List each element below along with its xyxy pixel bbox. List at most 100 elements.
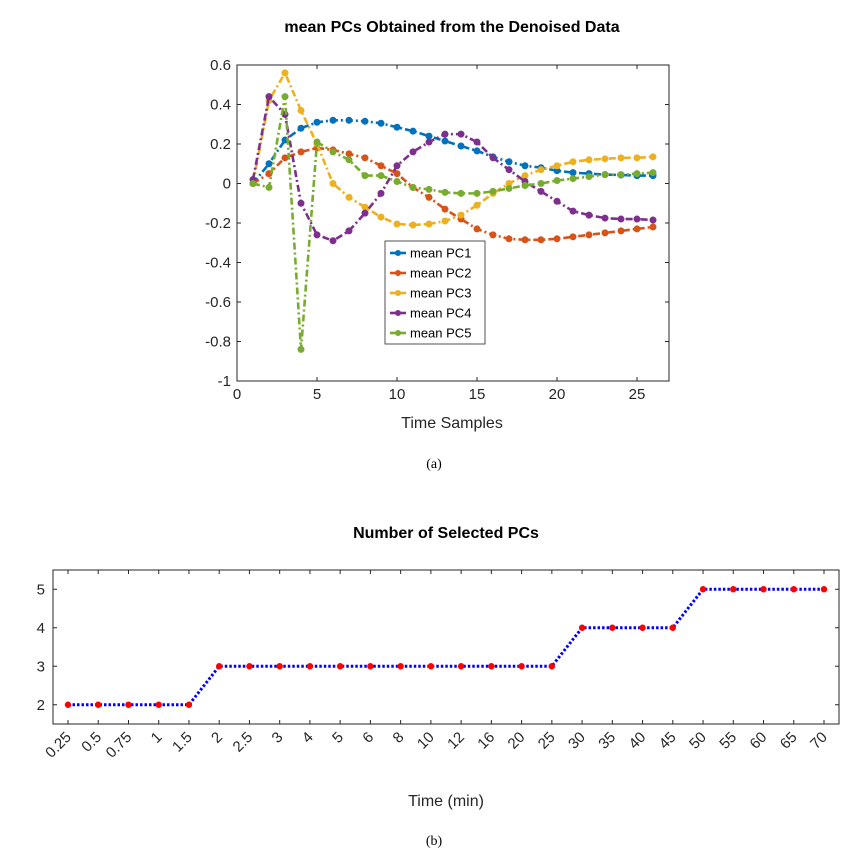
data-point (297, 345, 305, 353)
data-point (569, 233, 577, 241)
data-point (441, 130, 449, 138)
data-point (361, 154, 369, 162)
data-point (306, 663, 314, 670)
chart-b-title: Number of Selected PCs (353, 525, 539, 542)
chart-a-series-group (249, 69, 657, 353)
data-point (669, 624, 676, 631)
legend-marker (395, 310, 401, 316)
x-tick-label: 60 (747, 729, 771, 753)
data-point (409, 183, 417, 191)
data-point (441, 205, 449, 213)
chart-b-xlabel: Time (min) (408, 793, 484, 810)
data-point (393, 162, 401, 170)
data-point (361, 117, 369, 125)
y-tick-label: 5 (37, 581, 45, 598)
data-point (297, 148, 305, 156)
data-point (601, 229, 609, 237)
data-point (457, 130, 465, 138)
x-tick-label: 12 (444, 729, 468, 753)
x-tick-label: 30 (565, 729, 589, 753)
x-tick-label: 20 (549, 386, 566, 403)
data-point (377, 162, 385, 170)
data-point (553, 197, 561, 205)
data-point (585, 173, 593, 181)
chart-a: mean PCs Obtained from the Denoised Data… (205, 19, 670, 472)
chart-a-legend: mean PC1 mean PC2 mean PC3 mean PC4 mean PC5 (384, 240, 486, 345)
y-tick-label: 0 (223, 176, 231, 193)
data-point (639, 624, 646, 631)
data-point (265, 183, 273, 191)
x-tick-label: 65 (777, 729, 801, 753)
chart-a-caption: (a) (426, 457, 442, 472)
data-point (585, 211, 593, 219)
data-point (505, 235, 513, 243)
legend-label: mean PC1 (410, 246, 471, 261)
x-tick-label: 70 (807, 729, 831, 753)
x-tick-label: 20 (505, 729, 529, 753)
data-point (216, 663, 223, 670)
data-point (441, 188, 449, 196)
y-tick-label: 0.2 (210, 136, 231, 153)
data-point (649, 153, 657, 161)
data-point (427, 663, 435, 670)
data-point (281, 93, 289, 101)
data-point (553, 162, 561, 170)
data-point (393, 170, 401, 178)
x-tick-label: 45 (656, 729, 680, 753)
data-point (329, 180, 337, 187)
data-point (125, 701, 132, 708)
data-point (617, 227, 625, 235)
data-point (489, 231, 497, 239)
legend-label: mean PC5 (410, 326, 471, 341)
data-point (617, 215, 625, 223)
chart-a-xlabel: Time Samples (401, 415, 503, 432)
data-point (537, 180, 545, 187)
data-point (457, 189, 465, 197)
x-tick-label: 0.5 (78, 729, 105, 756)
x-tick-label: 15 (469, 386, 486, 403)
x-tick-label: 25 (629, 386, 646, 403)
data-point (505, 184, 513, 192)
x-tick-label: 25 (535, 729, 559, 753)
data-point (297, 106, 305, 114)
x-tick-label: 4 (299, 729, 317, 747)
data-point (537, 166, 545, 174)
x-tick-label: 8 (390, 729, 408, 747)
chart-b-series-group (64, 586, 828, 708)
data-point (457, 663, 465, 670)
data-point (457, 142, 465, 150)
data-point (345, 227, 353, 235)
data-point (633, 170, 641, 178)
data-point (281, 154, 289, 162)
x-tick-label: 50 (686, 729, 710, 753)
data-point (313, 118, 321, 126)
legend-marker (395, 250, 401, 256)
data-point (336, 663, 344, 670)
data-point (760, 586, 767, 593)
data-point (601, 214, 609, 222)
data-point (617, 171, 625, 179)
y-tick-label: -0.6 (205, 294, 231, 311)
data-point (569, 169, 577, 177)
data-point (489, 187, 497, 195)
chart-a-title: mean PCs Obtained from the Denoised Data (284, 19, 619, 36)
x-tick-label: 1 (148, 729, 166, 747)
data-point (521, 172, 529, 180)
data-point (361, 203, 369, 211)
data-point (518, 663, 525, 670)
x-tick-label: 3 (269, 729, 287, 747)
data-point (505, 166, 513, 174)
data-point (409, 127, 417, 135)
data-point (548, 663, 556, 670)
data-point (425, 132, 433, 140)
data-point (185, 701, 193, 708)
y-tick-label: -0.2 (205, 215, 231, 232)
x-tick-label: 0.25 (42, 729, 75, 762)
data-point (441, 137, 449, 145)
x-tick-label: 5 (313, 386, 321, 403)
data-point (473, 225, 481, 233)
x-tick-label: 0 (233, 386, 241, 403)
legend-marker (395, 270, 401, 276)
data-point (617, 154, 625, 162)
data-point (345, 193, 353, 201)
